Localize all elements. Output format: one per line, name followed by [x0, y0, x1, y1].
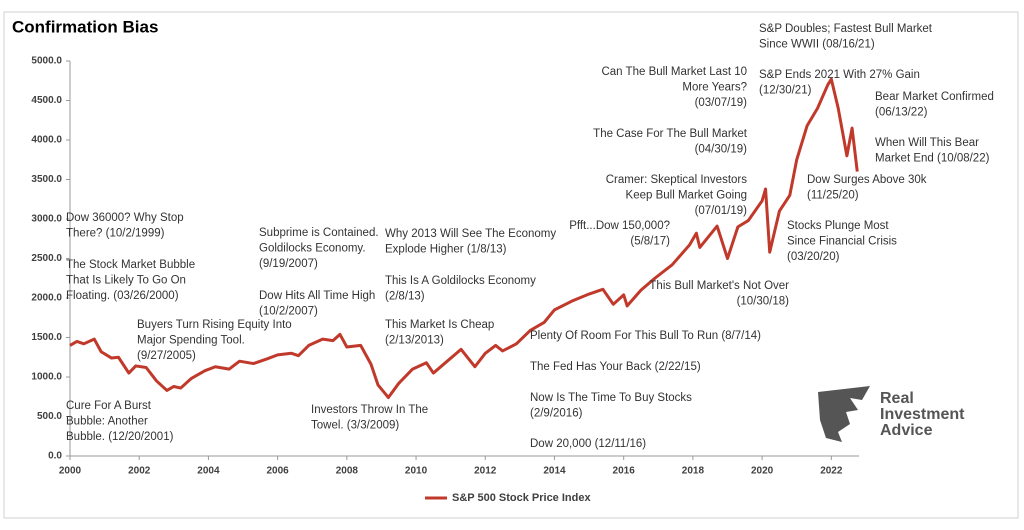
annotation: That Is Likely To Go On [66, 275, 186, 287]
x-tick-label: 2012 [474, 466, 497, 477]
annotation: Since Financial Crisis [787, 236, 897, 248]
x-tick-label: 2016 [613, 466, 636, 477]
annotation: (12/30/21) [759, 85, 812, 97]
annotation: Towel. (3/3/2009) [311, 420, 399, 432]
annotation: Subprime is Contained. [259, 227, 379, 239]
annotation: The Fed Has Your Back (2/22/15) [530, 361, 701, 373]
annotation: (11/25/20) [807, 190, 859, 202]
annotation: Can The Bull Market Last 10 [601, 66, 747, 78]
annotation: Why 2013 Will See The Economy [385, 228, 556, 240]
annotation: Pfft...Dow 150,000? [569, 220, 670, 232]
x-tick-label: 2002 [128, 466, 151, 477]
y-tick-label: 3000.0 [31, 214, 62, 225]
annotation: This Market Is Cheap [385, 319, 494, 331]
x-tick-label: 2020 [751, 466, 774, 477]
annotation: Now Is The Time To Buy Stocks [530, 392, 692, 404]
annotation: S&P Ends 2021 With 27% Gain [759, 69, 920, 81]
annotation: This Is A Goldilocks Economy [385, 275, 536, 287]
annotation: Market End (10/08/22) [875, 153, 990, 165]
annotation: (2/13/2013) [385, 335, 444, 347]
annotation: There? (10/2/1999) [66, 228, 165, 240]
chart-border [3, 11, 1019, 519]
annotation: S&P Doubles; Fastest Bull Market [759, 23, 933, 35]
annotation: This Bull Market's Not Over [649, 280, 789, 292]
y-tick-label: 2500.0 [31, 253, 62, 264]
annotation: The Case For The Bull Market [593, 128, 748, 140]
annotation: (10/30/18) [737, 296, 790, 308]
annotation: (2/8/13) [385, 291, 425, 303]
annotation: (2/9/2016) [530, 408, 583, 420]
logo-text: Advice [880, 422, 933, 439]
logo-icon [818, 386, 870, 442]
annotation: (06/13/22) [875, 107, 928, 119]
x-tick-label: 2004 [197, 466, 220, 477]
y-tick-label: 2000.0 [31, 293, 62, 304]
annotation: (04/30/19) [695, 144, 748, 156]
logo-eagle [818, 386, 870, 442]
y-tick-label: 4500.0 [31, 95, 62, 106]
annotation: More Years? [682, 82, 747, 94]
annotation: (07/01/19) [695, 205, 748, 217]
annotation: (9/27/2005) [137, 350, 196, 362]
x-tick-label: 2018 [682, 466, 705, 477]
annotation: Investors Throw In The [311, 404, 428, 416]
annotation: Floating. (03/26/2000) [66, 290, 179, 302]
x-tick-label: 2006 [267, 466, 290, 477]
y-tick-label: 500.0 [37, 411, 62, 422]
annotation: Explode Higher (1/8/13) [385, 244, 507, 256]
annotation: The Stock Market Bubble [66, 259, 195, 271]
x-tick-label: 2022 [820, 466, 843, 477]
annotation: Bubble: Another [66, 416, 148, 428]
annotation: Major Spending Tool. [137, 335, 245, 347]
annotation: Bubble. (12/20/2001) [66, 431, 174, 443]
y-tick-label: 4000.0 [31, 135, 62, 146]
annotation: Bear Market Confirmed [875, 91, 994, 103]
logo-text: Investment [880, 406, 965, 423]
annotation: (03/20/20) [787, 251, 840, 263]
x-tick-label: 2014 [543, 466, 566, 477]
y-tick-label: 3500.0 [31, 174, 62, 185]
annotation: Plenty Of Room For This Bull To Run (8/7… [530, 330, 761, 342]
y-tick-label: 1500.0 [31, 332, 62, 343]
annotation: Since WWII (08/16/21) [759, 39, 875, 51]
annotation: Stocks Plunge Most [787, 220, 889, 232]
series-line [69, 77, 859, 400]
y-tick-label: 5000.0 [31, 56, 62, 67]
legend-label: S&P 500 Stock Price Index [452, 492, 591, 504]
annotation: Buyers Turn Rising Equity Into [137, 319, 292, 331]
annotation: (10/2/2007) [259, 306, 318, 318]
x-tick-label: 2010 [405, 466, 428, 477]
y-tick-label: 0.0 [48, 451, 62, 462]
annotation: Dow 20,000 (12/11/16) [530, 438, 646, 450]
annotation: Goldilocks Economy. [259, 243, 366, 255]
annotation: (9/19/2007) [259, 258, 318, 270]
annotation: (5/8/17) [630, 236, 670, 248]
x-tick-label: 2008 [336, 466, 359, 477]
logo-text: Real [880, 390, 914, 407]
annotation: Cramer: Skeptical Investors [606, 174, 747, 186]
chart-title: Confirmation Bias [12, 17, 158, 36]
x-tick-label: 2000 [59, 466, 82, 477]
annotation: Dow 36000? Why Stop [66, 212, 184, 224]
y-tick-label: 1000.0 [31, 372, 62, 383]
annotation: Keep Bull Market Going [626, 190, 747, 202]
annotation: Dow Surges Above 30k [807, 174, 927, 186]
annotation: Cure For A Burst [66, 400, 152, 412]
annotation: Dow Hits All Time High [259, 290, 375, 302]
annotation: (03/07/19) [695, 97, 748, 109]
annotation: When Will This Bear [875, 137, 979, 149]
